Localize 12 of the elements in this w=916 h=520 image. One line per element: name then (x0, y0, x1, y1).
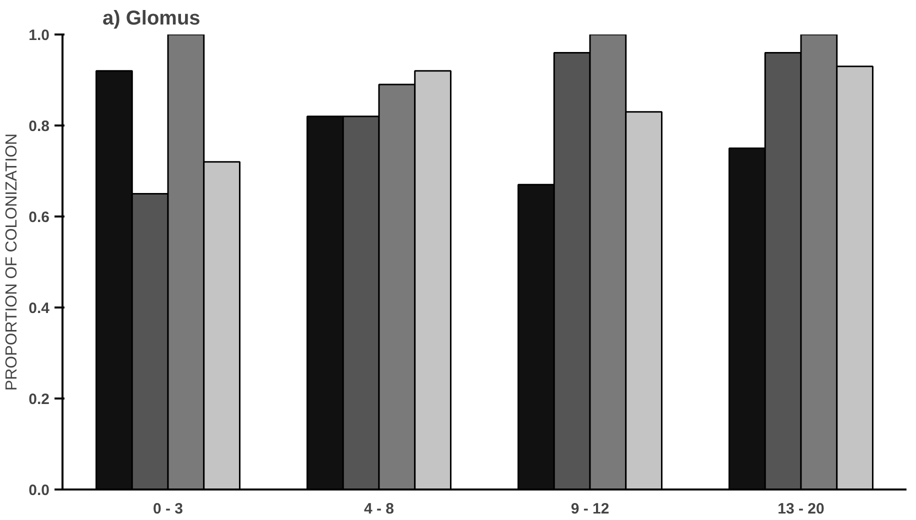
y-tick-label: 1.0 (28, 27, 50, 44)
y-tick-label: 0.0 (28, 482, 50, 499)
y-tick-label: 0.2 (28, 391, 50, 408)
y-tick-label: 0.6 (28, 209, 50, 226)
y-tick-label: 0.8 (28, 118, 50, 135)
y-tick-label: 0.4 (28, 300, 50, 317)
x-tick-label: 13 - 20 (778, 500, 824, 518)
y-axis-title: PROPORTION OF COLONIZATION (4, 133, 21, 391)
x-tick-label: 9 - 12 (570, 500, 610, 518)
x-tick-label: 4 - 8 (364, 500, 394, 518)
chart-title: a) Glomus (102, 8, 200, 30)
x-tick-label: 0 - 3 (152, 500, 184, 518)
